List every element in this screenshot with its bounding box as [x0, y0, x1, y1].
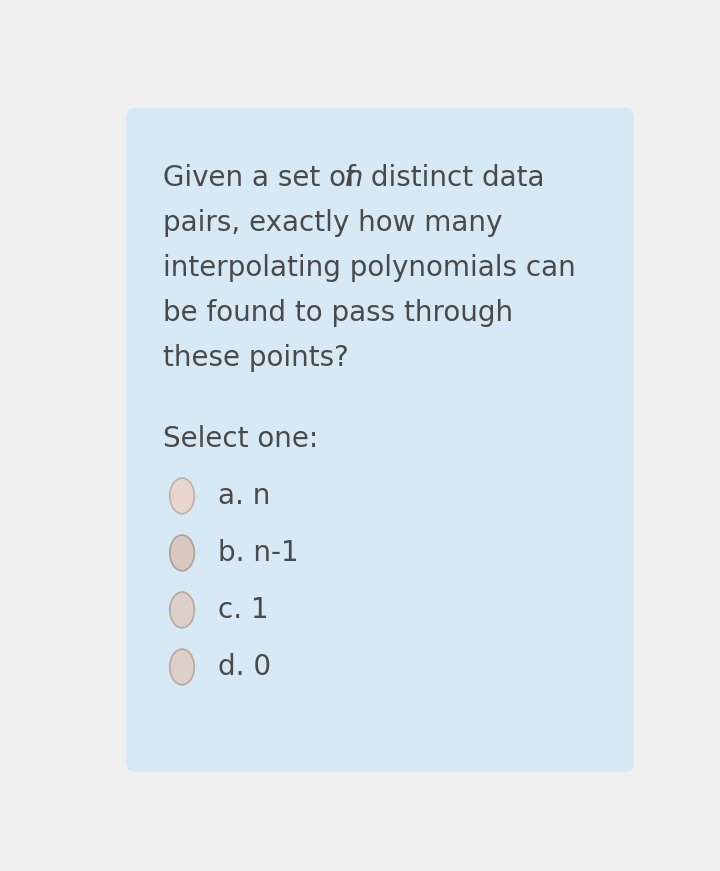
Text: d. 0: d. 0 [218, 653, 271, 681]
Text: b. n-1: b. n-1 [218, 539, 299, 567]
Text: Given a set of: Given a set of [163, 165, 364, 192]
Text: pairs, exactly how many: pairs, exactly how many [163, 209, 502, 237]
Text: these points?: these points? [163, 344, 348, 372]
Text: Select one:: Select one: [163, 425, 318, 453]
Text: c. 1: c. 1 [218, 596, 269, 624]
Ellipse shape [170, 535, 194, 571]
Ellipse shape [170, 478, 194, 514]
Text: distinct data: distinct data [362, 165, 545, 192]
Text: be found to pass through: be found to pass through [163, 299, 513, 327]
FancyBboxPatch shape [126, 108, 634, 772]
Ellipse shape [170, 649, 194, 685]
Ellipse shape [170, 592, 194, 628]
Text: a. n: a. n [218, 482, 271, 510]
Text: $\mathbf{\mathit{n}}$: $\mathbf{\mathit{n}}$ [344, 165, 362, 192]
Text: interpolating polynomials can: interpolating polynomials can [163, 254, 575, 282]
